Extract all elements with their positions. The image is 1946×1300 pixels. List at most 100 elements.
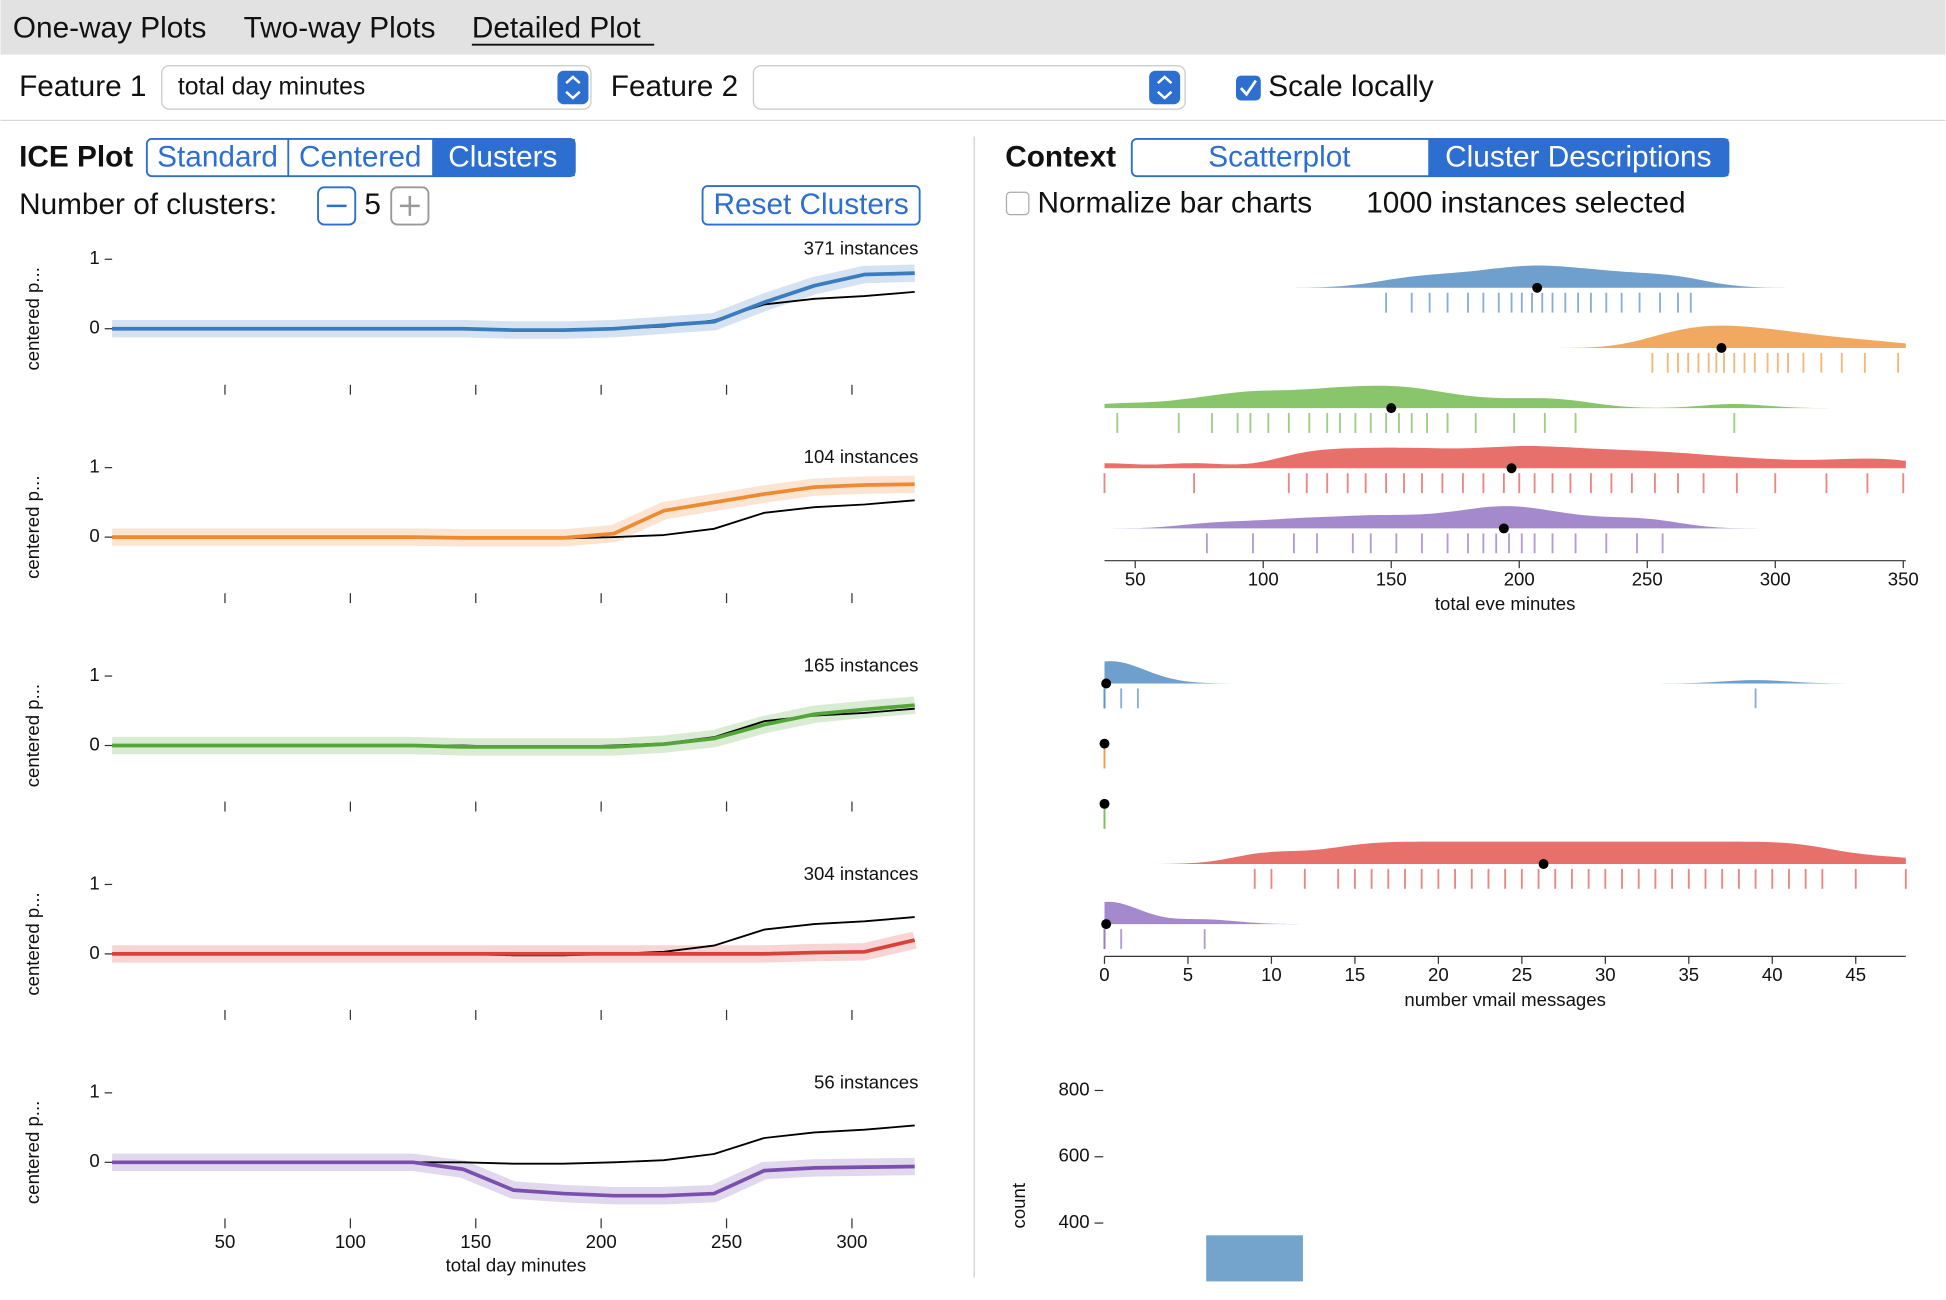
mean-dot	[1716, 342, 1727, 353]
x-tick-label: 5	[1183, 964, 1193, 985]
y-tick-label: 0	[89, 317, 99, 338]
density	[1104, 385, 1831, 409]
x-tick-label: 40	[1762, 964, 1783, 985]
feature2-label: Feature 2	[611, 70, 738, 103]
density	[1104, 901, 1301, 925]
y-tick-label: 1	[89, 664, 99, 685]
checkbox[interactable]	[1235, 75, 1261, 101]
y-tick-label: 400	[1059, 1211, 1090, 1232]
x-axis-label: total eve minutes	[1435, 593, 1576, 614]
line	[112, 271, 915, 332]
x-tick-label: 20	[1428, 964, 1449, 985]
mean-dot	[1532, 282, 1543, 293]
check-icon	[1239, 79, 1257, 97]
segment[interactable]: Clusters	[448, 141, 557, 174]
stepper-icon	[1156, 75, 1173, 100]
tab[interactable]: One-way Plots	[13, 12, 207, 45]
checkbox-label: Scale locally	[1268, 70, 1434, 103]
x-tick-label: 100	[335, 1231, 366, 1252]
y-axis-label: centered p...	[22, 892, 43, 995]
x-tick-label: 250	[711, 1231, 742, 1252]
panel-title: ICE Plot	[19, 141, 133, 174]
x-tick-label: 45	[1845, 964, 1866, 985]
segment-active[interactable]	[432, 138, 575, 177]
x-tick-label: 300	[836, 1231, 867, 1252]
y-tick-label: 0	[89, 733, 99, 754]
feature2-select[interactable]	[752, 65, 1186, 110]
x-tick-label: 0	[1099, 964, 1109, 985]
segment-active[interactable]	[1428, 138, 1729, 177]
annotation: 56 instances	[814, 1071, 918, 1092]
mean-dot	[1498, 523, 1509, 534]
segment[interactable]: Scatterplot	[1208, 141, 1351, 174]
cluster-band	[112, 475, 915, 547]
feature1-label: Feature 1	[19, 70, 146, 103]
mean-dot	[1099, 798, 1110, 809]
x-tick-label: 200	[586, 1231, 617, 1252]
x-tick-label: 150	[1376, 568, 1407, 589]
segment[interactable]: Centered	[299, 141, 421, 174]
checkbox-label: Normalize bar charts	[1038, 187, 1313, 220]
y-tick-label: 0	[89, 1150, 99, 1171]
tab-bar	[0, 0, 1946, 55]
feature1-value: total day minutes	[178, 74, 365, 101]
mean-dot	[1099, 738, 1110, 749]
x-tick-label: 200	[1504, 568, 1535, 589]
y-axis-label: centered p...	[22, 684, 43, 787]
tab[interactable]: Detailed Plot	[472, 12, 641, 45]
segment[interactable]: Cluster Descriptions	[1445, 141, 1711, 174]
density	[1158, 841, 1906, 864]
mean-dot	[1506, 463, 1517, 474]
density	[1289, 265, 1787, 288]
mean-dot	[1101, 919, 1112, 930]
x-axis-label: total day minutes	[446, 1255, 587, 1276]
mean-dot	[1538, 859, 1549, 869]
x-tick-label: 350	[1888, 568, 1919, 589]
plus-icon	[399, 195, 420, 216]
selection-count: 1000 instances selected	[1366, 187, 1685, 220]
reset-button[interactable]	[701, 185, 921, 226]
y-tick-label: 800	[1059, 1078, 1090, 1099]
density	[1104, 661, 1852, 684]
segment[interactable]: Standard	[157, 141, 278, 174]
x-tick-label: 300	[1760, 568, 1791, 589]
y-tick-label: 1	[89, 1081, 99, 1102]
annotation: 165 instances	[804, 655, 919, 676]
x-tick-label: 15	[1345, 964, 1366, 985]
select-stepper	[1149, 70, 1181, 105]
y-tick-label: 600	[1059, 1145, 1090, 1166]
density	[1556, 325, 1906, 348]
annotation: 104 instances	[804, 446, 919, 467]
y-tick-label: 0	[89, 525, 99, 546]
x-tick-label: 10	[1261, 964, 1282, 985]
checkbox[interactable]	[1005, 191, 1030, 216]
feature1-select[interactable]	[161, 65, 592, 110]
tab[interactable]: Two-way Plots	[244, 12, 436, 45]
reset-label: Reset Clusters	[714, 188, 909, 221]
stepper-icon	[565, 75, 581, 100]
select-stepper	[557, 70, 589, 105]
annotation: 304 instances	[804, 863, 919, 884]
x-tick-label: 25	[1512, 964, 1533, 985]
cluster-band	[112, 696, 916, 756]
density	[1110, 506, 1759, 529]
line	[112, 703, 915, 749]
y-axis-label: centered p...	[22, 267, 43, 370]
x-tick-label: 100	[1248, 568, 1279, 589]
x-tick-label: 50	[1125, 568, 1146, 589]
y-tick-label: 1	[89, 456, 99, 477]
annotation: 371 instances	[804, 238, 919, 259]
line	[112, 938, 916, 956]
y-tick-label: 1	[89, 872, 99, 893]
y-axis-label: count	[1008, 1182, 1029, 1228]
x-tick-label: 30	[1595, 964, 1616, 985]
y-axis-label: centered p...	[22, 1101, 43, 1204]
density	[1104, 445, 1906, 469]
clusters-label: Number of clusters:	[19, 188, 277, 221]
line	[112, 1160, 915, 1198]
x-tick-label: 250	[1632, 568, 1663, 589]
clusters-value: 5	[364, 188, 381, 221]
mean-dot	[1386, 403, 1397, 414]
x-axis-label: number vmail messages	[1404, 989, 1606, 1010]
